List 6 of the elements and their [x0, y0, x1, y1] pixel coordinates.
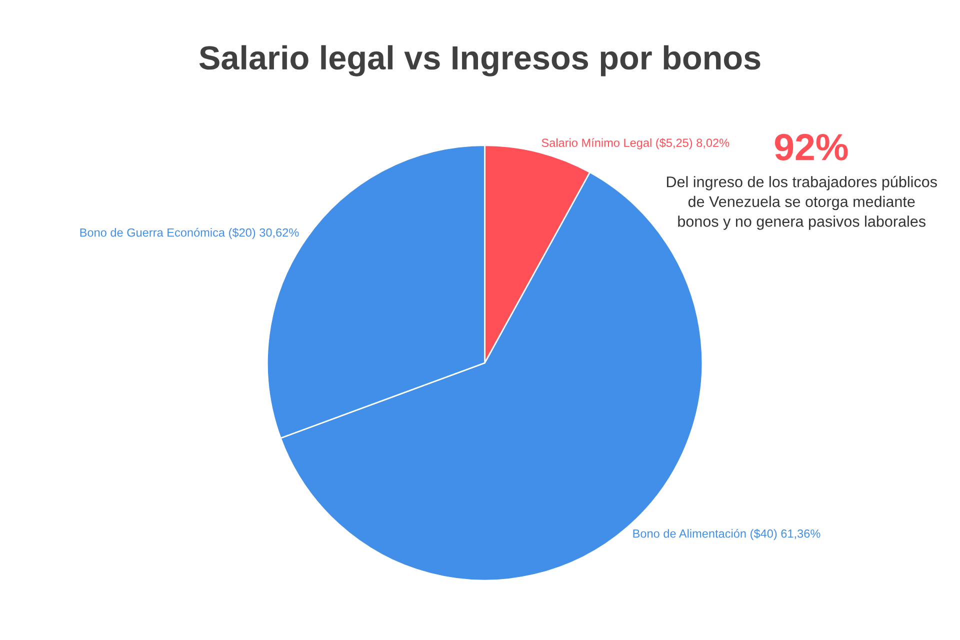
- slice-label: Bono de Guerra Económica ($20) 30,62%: [80, 228, 299, 240]
- slice-label: Bono de Alimentación ($40) 61,36%: [633, 528, 820, 540]
- chart-title: Salario legal vs Ingresos por bonos: [199, 45, 760, 76]
- text: 92%: [774, 134, 848, 160]
- slice-label: Salario Mínimo Legal ($5,25) 8,02%: [542, 138, 730, 150]
- text: Del ingreso de los trabajadores públicos de Venezuela se otorga mediante bonos y no genera pasivos laborales: [666, 176, 937, 230]
